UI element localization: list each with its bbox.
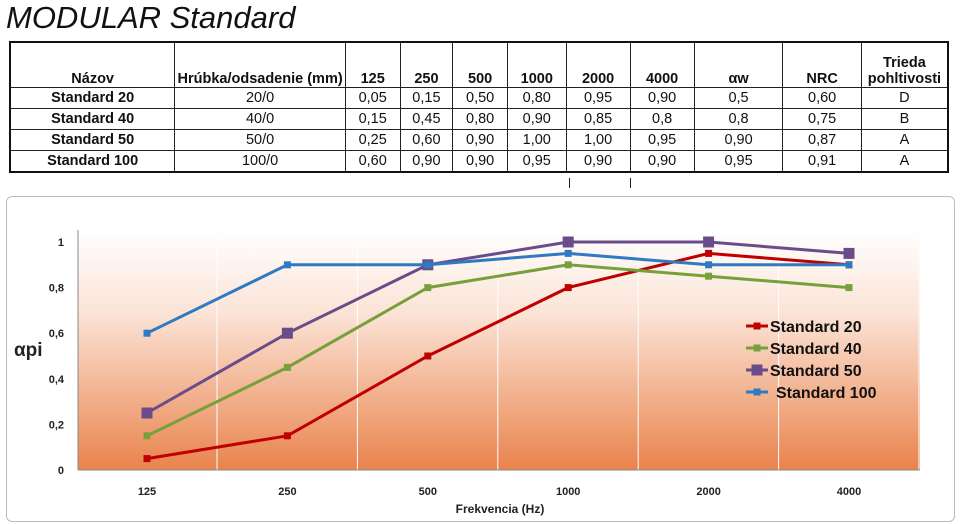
series-line	[146, 251, 849, 335]
x-tick-label: 250	[278, 486, 296, 498]
table-cell: 0,90	[629, 150, 695, 173]
data-point	[845, 261, 853, 269]
data-point	[283, 432, 291, 440]
legend-label: Standard 40	[770, 341, 862, 358]
legend-label: Standard 20	[770, 319, 862, 336]
data-point	[283, 363, 291, 371]
table-cell: 0,75	[782, 108, 862, 130]
table-cell: 0,60	[344, 150, 401, 173]
legend-marker	[753, 388, 761, 396]
y-tick-label: 0,4	[49, 374, 65, 386]
data-point	[843, 247, 855, 259]
data-point	[564, 261, 572, 269]
column-header: NRC	[782, 41, 862, 88]
table-cell: 0,95	[629, 129, 695, 151]
legend-marker	[753, 344, 761, 352]
x-tick-label: 500	[419, 486, 437, 498]
x-tick-label: 2000	[696, 486, 720, 498]
data-point	[564, 249, 572, 257]
series-line	[146, 251, 850, 461]
x-tick-label: 125	[138, 486, 156, 498]
column-header: 1000	[506, 41, 567, 88]
data-point	[143, 329, 151, 337]
data-point	[562, 236, 574, 248]
y-tick-label: 1	[58, 237, 64, 249]
legend-marker	[753, 322, 761, 330]
data-point	[424, 352, 432, 360]
table-cell: 0,60	[782, 87, 862, 109]
column-header: αw	[693, 41, 784, 88]
table-cell: Standard 40	[9, 108, 176, 130]
table-cell: 0,80	[452, 108, 508, 130]
plot-area	[78, 230, 920, 470]
table-cell: 0,45	[399, 108, 454, 130]
legend-label: Standard 100	[776, 385, 877, 402]
table-cell: 0,87	[782, 129, 862, 151]
data-point	[283, 261, 291, 269]
divider	[569, 178, 570, 188]
chart-frame	[6, 196, 955, 522]
data-point	[141, 407, 153, 419]
column-header: 250	[399, 41, 454, 88]
table-cell: A	[860, 129, 949, 151]
column-header: 125	[344, 41, 401, 88]
table-cell: 0,5	[693, 87, 784, 109]
table-cell: 0,90	[565, 150, 631, 173]
data-point	[703, 236, 715, 248]
legend-marker	[751, 364, 763, 376]
table-cell: 0,8	[629, 108, 695, 130]
table-row: Standard 40 40/0 0,15 0,45 0,80 0,90 0,85 0,8 0,…	[9, 108, 949, 130]
y-tick-label: 0	[58, 465, 64, 477]
y-axis-title: αpi	[14, 340, 43, 361]
data-point	[705, 249, 713, 257]
table-cell: Standard 50	[9, 129, 176, 151]
column-header: 4000	[629, 41, 695, 88]
table-cell: 20/0	[174, 87, 346, 109]
data-point	[424, 284, 432, 292]
table-cell: 0,90	[399, 150, 454, 173]
table-cell: 0,60	[399, 129, 454, 151]
table-cell: 0,15	[344, 108, 401, 130]
page-title: MODULAR Standard	[6, 0, 296, 35]
data-point	[705, 261, 713, 269]
table-cell: 100/0	[174, 150, 346, 173]
table-cell: 0,90	[452, 150, 508, 173]
series-line	[146, 263, 850, 438]
table-cell: A	[860, 150, 949, 173]
table-cell: 0,90	[693, 129, 784, 151]
data-point	[424, 261, 432, 269]
data-point	[564, 284, 572, 292]
data-point	[143, 455, 151, 463]
x-axis-title: Frekvencia (Hz)	[456, 502, 545, 516]
table-cell: 0,90	[629, 87, 695, 109]
table-cell: 50/0	[174, 129, 346, 151]
data-point	[845, 284, 853, 292]
data-point	[143, 432, 151, 440]
table-cell: 0,85	[565, 108, 631, 130]
table-row: Standard 50 50/0 0,25 0,60 0,90 1,00 1,00 0,95 0…	[9, 129, 949, 151]
data-point	[281, 327, 293, 339]
table-cell: 0,91	[782, 150, 862, 173]
table-cell: 0,25	[344, 129, 401, 151]
table-row: Standard 100 100/0 0,60 0,90 0,90 0,95 0,90 0,9…	[9, 150, 949, 173]
x-tick-label: 4000	[837, 486, 861, 498]
table-cell: Standard 100	[9, 150, 176, 173]
absorption-table: Názov Hrúbka/odsadenie (mm) 125 250 500 1000 2…	[9, 41, 949, 173]
column-header: Trieda pohltivosti	[860, 41, 949, 88]
table-cell: 0,50	[452, 87, 508, 109]
y-tick-label: 0,8	[49, 283, 64, 295]
y-tick-label: 0,6	[49, 328, 64, 340]
table-cell: 1,00	[565, 129, 631, 151]
divider	[630, 178, 631, 188]
data-point	[705, 272, 713, 280]
table-cell: 0,90	[452, 129, 508, 151]
y-tick-label: 0,2	[49, 419, 64, 431]
series-line	[146, 240, 850, 415]
table-cell: 0,95	[565, 87, 631, 109]
x-tick-label: 1000	[556, 486, 580, 498]
legend-label: Standard 50	[770, 363, 862, 380]
